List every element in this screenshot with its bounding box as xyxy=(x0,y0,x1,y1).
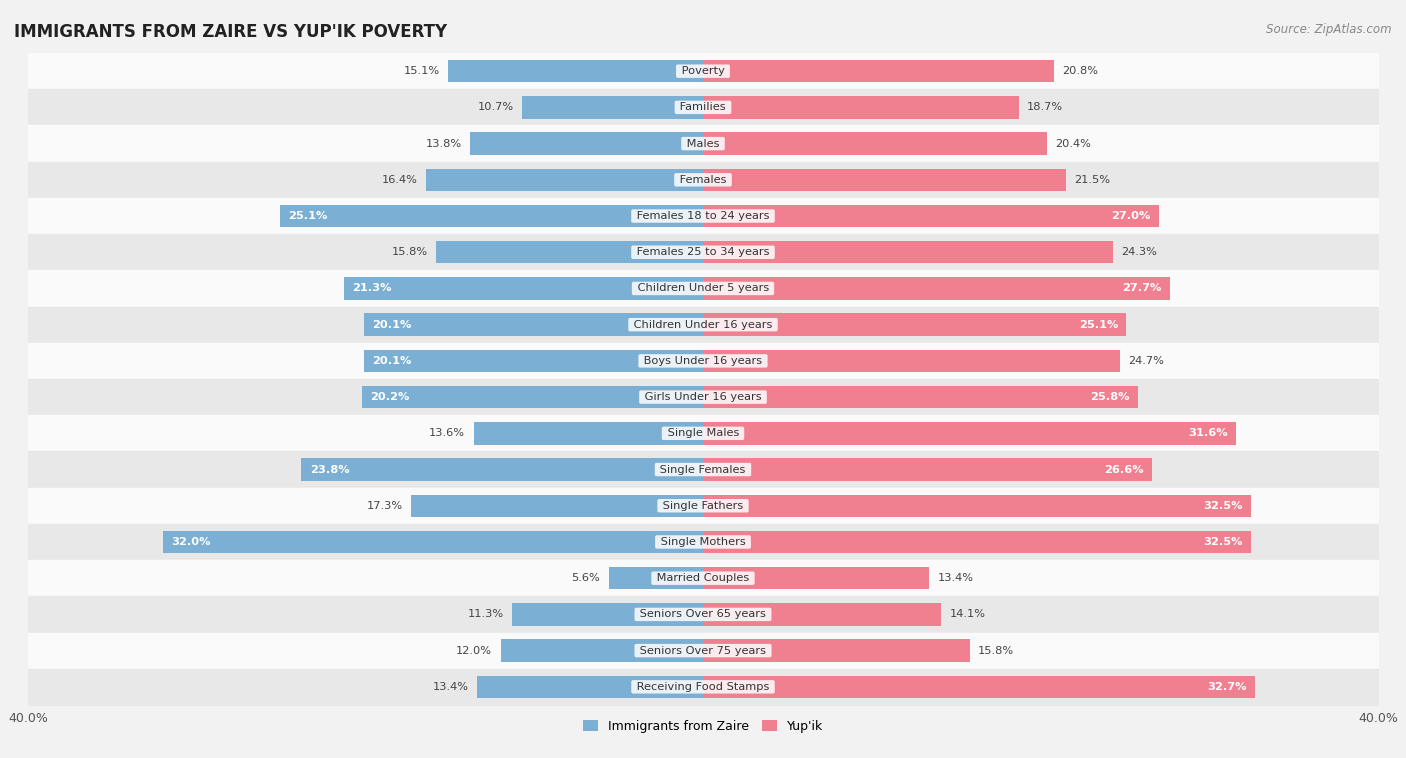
Bar xyxy=(501,640,703,662)
Text: 20.4%: 20.4% xyxy=(1056,139,1091,149)
Bar xyxy=(703,422,1236,444)
Legend: Immigrants from Zaire, Yup'ik: Immigrants from Zaire, Yup'ik xyxy=(578,715,828,738)
Text: 16.4%: 16.4% xyxy=(382,175,418,185)
Text: Families: Families xyxy=(676,102,730,112)
Text: 32.0%: 32.0% xyxy=(172,537,211,547)
Text: Males: Males xyxy=(683,139,723,149)
Bar xyxy=(703,494,1251,517)
Bar xyxy=(703,314,1126,336)
Text: 5.6%: 5.6% xyxy=(571,573,600,583)
Text: 25.8%: 25.8% xyxy=(1091,392,1130,402)
Text: 14.1%: 14.1% xyxy=(949,609,986,619)
Bar xyxy=(703,277,1170,299)
Bar xyxy=(703,640,970,662)
Bar xyxy=(703,675,1254,698)
Text: 20.8%: 20.8% xyxy=(1063,66,1098,76)
Text: Married Couples: Married Couples xyxy=(652,573,754,583)
Text: 20.2%: 20.2% xyxy=(371,392,411,402)
Bar xyxy=(477,675,703,698)
Text: 15.8%: 15.8% xyxy=(979,646,1014,656)
Bar xyxy=(364,349,703,372)
Text: Receiving Food Stamps: Receiving Food Stamps xyxy=(633,682,773,692)
Bar xyxy=(163,531,703,553)
Bar xyxy=(426,168,703,191)
Text: Seniors Over 65 years: Seniors Over 65 years xyxy=(637,609,769,619)
Text: 17.3%: 17.3% xyxy=(367,501,402,511)
Text: Children Under 16 years: Children Under 16 years xyxy=(630,320,776,330)
Text: Girls Under 16 years: Girls Under 16 years xyxy=(641,392,765,402)
Bar xyxy=(703,603,941,625)
Text: 21.5%: 21.5% xyxy=(1074,175,1111,185)
Bar xyxy=(474,422,703,444)
Bar xyxy=(703,386,1139,409)
Text: 13.4%: 13.4% xyxy=(433,682,468,692)
Text: 27.7%: 27.7% xyxy=(1122,283,1161,293)
Bar xyxy=(703,96,1018,118)
Bar xyxy=(449,60,703,83)
Text: 15.1%: 15.1% xyxy=(404,66,440,76)
Text: Seniors Over 75 years: Seniors Over 75 years xyxy=(636,646,770,656)
Text: Single Fathers: Single Fathers xyxy=(659,501,747,511)
Bar xyxy=(301,459,703,481)
Bar xyxy=(703,567,929,590)
Text: 20.1%: 20.1% xyxy=(373,320,412,330)
Bar xyxy=(703,241,1114,264)
Text: 25.1%: 25.1% xyxy=(1078,320,1118,330)
Bar xyxy=(470,133,703,155)
Bar xyxy=(343,277,703,299)
Text: 25.1%: 25.1% xyxy=(288,211,328,221)
Text: Boys Under 16 years: Boys Under 16 years xyxy=(640,356,766,366)
Bar xyxy=(703,168,1066,191)
Text: Children Under 5 years: Children Under 5 years xyxy=(634,283,772,293)
Bar xyxy=(703,205,1159,227)
Text: 18.7%: 18.7% xyxy=(1026,102,1063,112)
Text: 12.0%: 12.0% xyxy=(456,646,492,656)
Text: 24.7%: 24.7% xyxy=(1128,356,1164,366)
Bar xyxy=(436,241,703,264)
Bar xyxy=(703,531,1251,553)
Text: Single Males: Single Males xyxy=(664,428,742,438)
Text: Single Mothers: Single Mothers xyxy=(657,537,749,547)
Text: 32.5%: 32.5% xyxy=(1204,501,1243,511)
Text: Females 18 to 24 years: Females 18 to 24 years xyxy=(633,211,773,221)
Bar xyxy=(703,60,1054,83)
Text: 26.6%: 26.6% xyxy=(1104,465,1143,475)
Text: 11.3%: 11.3% xyxy=(468,609,503,619)
Bar xyxy=(703,459,1152,481)
Text: Source: ZipAtlas.com: Source: ZipAtlas.com xyxy=(1267,23,1392,36)
Bar xyxy=(523,96,703,118)
Bar xyxy=(363,386,703,409)
Text: 32.7%: 32.7% xyxy=(1206,682,1246,692)
Text: Females: Females xyxy=(676,175,730,185)
Bar xyxy=(703,133,1047,155)
Text: 13.8%: 13.8% xyxy=(426,139,461,149)
Text: 31.6%: 31.6% xyxy=(1188,428,1227,438)
Text: 27.0%: 27.0% xyxy=(1111,211,1150,221)
Text: 10.7%: 10.7% xyxy=(478,102,515,112)
Text: 15.8%: 15.8% xyxy=(392,247,427,257)
Text: 24.3%: 24.3% xyxy=(1122,247,1157,257)
Text: 20.1%: 20.1% xyxy=(373,356,412,366)
Text: IMMIGRANTS FROM ZAIRE VS YUP'IK POVERTY: IMMIGRANTS FROM ZAIRE VS YUP'IK POVERTY xyxy=(14,23,447,41)
Bar xyxy=(512,603,703,625)
Text: Females 25 to 34 years: Females 25 to 34 years xyxy=(633,247,773,257)
Bar xyxy=(364,314,703,336)
Bar xyxy=(411,494,703,517)
Text: 32.5%: 32.5% xyxy=(1204,537,1243,547)
Bar xyxy=(280,205,703,227)
Text: Poverty: Poverty xyxy=(678,66,728,76)
Bar xyxy=(703,349,1119,372)
Text: 13.6%: 13.6% xyxy=(429,428,465,438)
Text: 21.3%: 21.3% xyxy=(352,283,391,293)
Text: 23.8%: 23.8% xyxy=(309,465,350,475)
Text: 13.4%: 13.4% xyxy=(938,573,973,583)
Text: Single Females: Single Females xyxy=(657,465,749,475)
Bar xyxy=(609,567,703,590)
